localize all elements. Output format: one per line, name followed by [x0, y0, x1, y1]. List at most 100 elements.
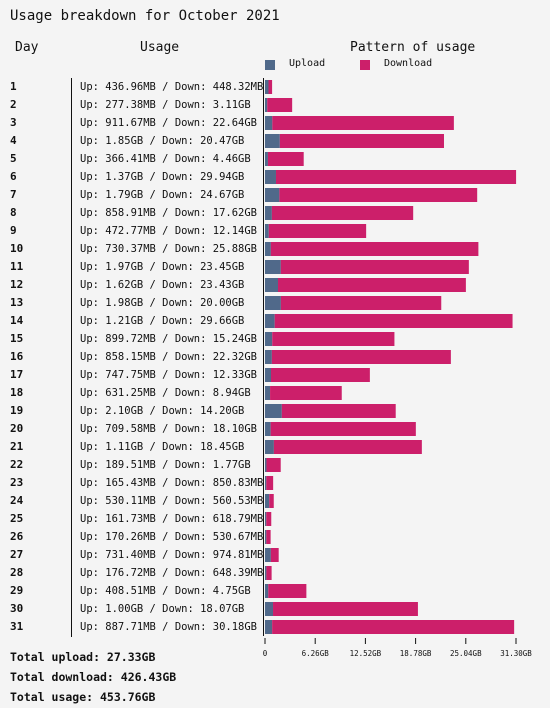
x-tick-label: 6.26GB [302, 649, 330, 658]
usage-text: Up: 436.96MB / Down: 448.32MB [80, 81, 264, 93]
download-bar [272, 332, 395, 346]
day-label: 21 [10, 440, 24, 453]
download-bar [270, 386, 342, 400]
upload-bar [265, 242, 271, 256]
day-label: 5 [10, 152, 17, 165]
download-bar [274, 314, 513, 328]
day-label: 3 [10, 116, 17, 129]
upload-legend-label: Upload [289, 58, 326, 69]
usage-column-header: Usage [140, 40, 180, 55]
upload-bar [265, 584, 269, 598]
usage-text: Up: 1.62GB / Down: 23.43GB [80, 279, 245, 291]
day-label: 17 [10, 368, 24, 381]
upload-legend-swatch [265, 60, 275, 70]
upload-bar [265, 548, 271, 562]
day-label: 15 [10, 332, 24, 345]
upload-bar [265, 278, 278, 292]
download-bar [267, 152, 304, 166]
upload-bar [265, 458, 267, 472]
usage-text: Up: 858.91MB / Down: 17.62GB [80, 207, 258, 219]
upload-bar [265, 368, 271, 382]
usage-text: Up: 1.00GB / Down: 18.07GB [80, 603, 245, 615]
day-label: 7 [10, 188, 17, 201]
day-label: 24 [10, 494, 24, 507]
usage-text: Up: 472.77MB / Down: 12.14GB [80, 225, 258, 237]
upload-bar [265, 386, 271, 400]
upload-bar [265, 476, 267, 490]
download-legend-label: Download [384, 58, 433, 69]
download-bar [267, 98, 293, 112]
download-bar [270, 242, 479, 256]
usage-text: Up: 1.79GB / Down: 24.67GB [80, 189, 245, 201]
total-upload: Total upload: 27.33GB [10, 650, 156, 664]
day-label: 12 [10, 278, 24, 291]
usage-text: Up: 887.71MB / Down: 30.18GB [80, 621, 258, 633]
download-bar [268, 224, 367, 238]
download-bar [272, 620, 515, 634]
upload-bar [265, 188, 280, 202]
day-label: 20 [10, 422, 24, 435]
download-bar [280, 296, 442, 310]
download-bar [266, 530, 271, 544]
day-label: 31 [10, 620, 24, 633]
usage-text: Up: 731.40MB / Down: 974.81MB [80, 549, 264, 561]
usage-text: Up: 911.67MB / Down: 22.64GB [80, 117, 258, 129]
usage-text: Up: 1.21GB / Down: 29.66GB [80, 315, 245, 327]
download-bar [275, 170, 517, 184]
usage-text: Up: 170.26MB / Down: 530.67MB [80, 531, 264, 543]
download-bar [268, 584, 307, 598]
day-label: 2 [10, 98, 17, 111]
day-label: 26 [10, 530, 24, 543]
upload-bar [265, 314, 275, 328]
upload-bar [265, 134, 280, 148]
download-bar [280, 260, 469, 274]
usage-text: Up: 165.43MB / Down: 850.83MB [80, 477, 264, 489]
download-bar [277, 278, 466, 292]
day-label: 25 [10, 512, 24, 525]
upload-bar [265, 116, 273, 130]
usage-text: Up: 1.37GB / Down: 29.94GB [80, 171, 245, 183]
day-label: 22 [10, 458, 24, 471]
upload-bar [265, 152, 268, 166]
usage-text: Up: 899.72MB / Down: 15.24GB [80, 333, 258, 345]
download-bar [273, 440, 422, 454]
download-bar [281, 404, 396, 418]
download-bar [266, 458, 281, 472]
usage-text: Up: 1.98GB / Down: 20.00GB [80, 297, 245, 309]
download-bar [272, 116, 454, 130]
total-download: Total download: 426.43GB [10, 670, 177, 684]
download-bar [273, 602, 418, 616]
day-column-header: Day [15, 40, 39, 55]
usage-text: Up: 277.38MB / Down: 3.11GB [80, 99, 251, 111]
day-label: 29 [10, 584, 24, 597]
usage-text: Up: 189.51MB / Down: 1.77GB [80, 459, 251, 471]
usage-text: Up: 2.10GB / Down: 14.20GB [80, 405, 245, 417]
upload-bar [265, 206, 272, 220]
upload-bar [265, 620, 273, 634]
usage-text: Up: 858.15MB / Down: 22.32GB [80, 351, 258, 363]
day-label: 8 [10, 206, 17, 219]
day-label: 16 [10, 350, 24, 363]
upload-bar [265, 350, 272, 364]
download-bar [266, 512, 272, 526]
usage-text: Up: 730.37MB / Down: 25.88GB [80, 243, 258, 255]
upload-bar [265, 296, 281, 310]
download-bar [279, 134, 444, 148]
download-bar [266, 476, 274, 490]
download-bar [270, 548, 279, 562]
x-tick-label: 18.78GB [400, 649, 432, 658]
usage-text: Up: 176.72MB / Down: 648.39MB [80, 567, 264, 579]
usage-text: Up: 747.75MB / Down: 12.33GB [80, 369, 258, 381]
download-bar [270, 368, 370, 382]
upload-bar [265, 332, 273, 346]
pattern-column-header: Pattern of usage [350, 40, 476, 55]
x-tick-label: 0 [263, 649, 268, 658]
usage-text: Up: 1.11GB / Down: 18.45GB [80, 441, 245, 453]
x-tick-label: 25.04GB [450, 649, 482, 658]
download-bar [279, 188, 478, 202]
upload-bar [265, 566, 267, 580]
day-label: 13 [10, 296, 24, 309]
x-tick-label: 12.52GB [350, 649, 382, 658]
usage-divider-line [71, 78, 72, 637]
